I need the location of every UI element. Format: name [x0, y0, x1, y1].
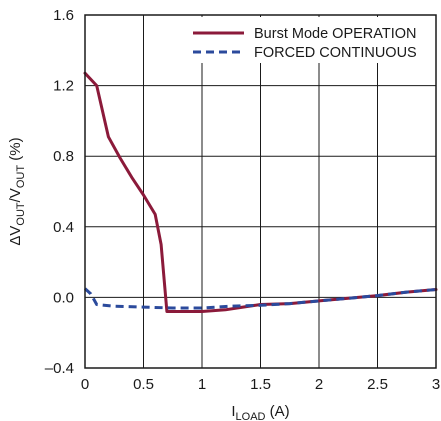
x-tick-label: 2.5	[367, 376, 388, 393]
x-axis-title-unit: (A)	[265, 403, 289, 420]
series-line-forced-continuous	[83, 287, 437, 310]
x-tick-label: 1.5	[250, 376, 271, 393]
y-tick-label: –0.4	[45, 360, 74, 377]
legend-background	[186, 17, 434, 63]
legend: Burst Mode OPERATION FORCED CONTINUOUS	[186, 17, 434, 63]
series-line-burst-mode	[83, 71, 438, 313]
y-axis-title: ΔVOUT/VOUT (%)	[7, 137, 27, 245]
x-tick-label: 3	[432, 376, 440, 393]
series-lines	[83, 71, 438, 313]
y-tick-label: 0.0	[53, 289, 74, 306]
y-tick-label: 0.8	[53, 148, 74, 165]
legend-label: Burst Mode OPERATION	[254, 26, 417, 42]
plot-area-frame	[84, 14, 437, 369]
y-tick-label: 1.2	[53, 78, 74, 95]
x-tick-label: 1	[198, 376, 206, 393]
x-axis-title-subscript: LOAD	[236, 411, 266, 421]
x-axis-title-main: I	[231, 403, 235, 420]
y-axis-title-subscript-2: OUT	[15, 165, 27, 189]
y-tick-label: 0.4	[53, 219, 74, 236]
x-tick-label: 0.5	[133, 376, 154, 393]
y-axis-title-mid: /V	[7, 188, 24, 202]
y-tick-label: 1.6	[53, 7, 74, 24]
tick-labels: 0 0.5 1 1.5 2 2.5 3 –0.4 0.0 0.4 0.8 1.2 1.6	[45, 7, 440, 393]
legend-label: FORCED CONTINUOUS	[254, 45, 417, 61]
x-tick-label: 2	[315, 376, 323, 393]
y-axis-title-subscript-1: OUT	[15, 202, 27, 226]
y-axis-title-prefix: ΔV	[7, 226, 24, 246]
x-tick-label: 0	[81, 376, 89, 393]
y-axis-title-suffix: (%)	[7, 137, 24, 165]
x-axis-title: ILOAD (A)	[231, 403, 289, 421]
